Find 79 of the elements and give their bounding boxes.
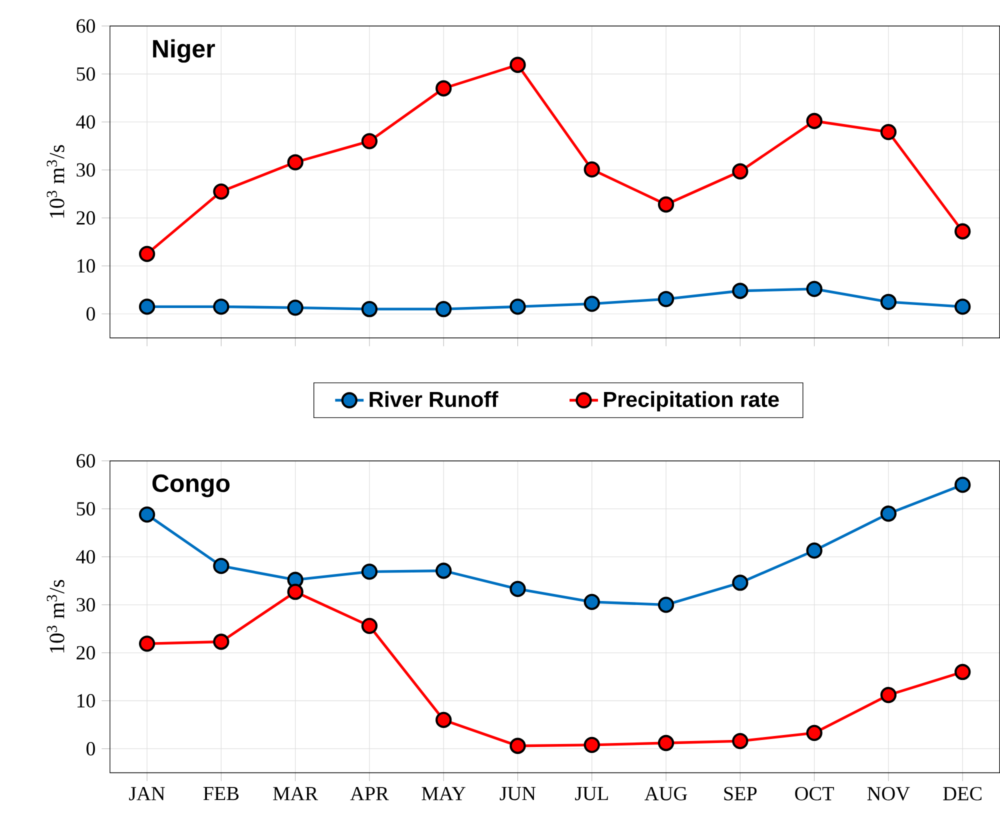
point — [880, 506, 897, 522]
point — [361, 133, 378, 150]
y-tick-label: 50 — [76, 502, 95, 516]
point — [584, 296, 600, 312]
point — [287, 300, 304, 316]
point — [287, 154, 304, 170]
y-axis-title: 10$^{3}$ m$^{3}$/s — [46, 145, 64, 218]
x-tick-label: DEC — [943, 787, 982, 801]
point — [510, 56, 526, 74]
point — [584, 594, 600, 610]
x-tick-label: MAR — [273, 787, 318, 800]
point — [732, 282, 748, 300]
y-tick-label: 30 — [76, 163, 95, 177]
point — [436, 301, 452, 318]
point — [658, 735, 674, 752]
point — [806, 724, 822, 742]
x-tick-label: SEP — [724, 787, 757, 801]
y-tick-label: 40 — [76, 115, 95, 129]
chart-title: Congo — [152, 474, 230, 498]
y-tick-label: 0 — [86, 742, 95, 756]
x-tick-label: OCT — [795, 787, 834, 801]
legend-label: River Runoff — [370, 391, 498, 408]
point — [954, 476, 971, 494]
chart-title: Niger — [153, 39, 215, 63]
point — [806, 542, 822, 559]
x-tick-label: APR — [350, 787, 389, 800]
x-tick-label: AUG — [644, 787, 688, 801]
x-tick-label: JUN — [500, 787, 536, 800]
y-axis-title: 10$^{3}$ m$^{3}$/s — [46, 580, 64, 653]
point — [138, 506, 156, 523]
point — [880, 124, 897, 140]
point — [806, 281, 822, 298]
point — [436, 80, 452, 97]
point — [954, 298, 971, 315]
point — [954, 664, 971, 680]
point — [880, 294, 897, 310]
y-tick-label: 40 — [76, 550, 95, 564]
point — [138, 246, 156, 262]
y-tick-label: 50 — [76, 67, 95, 81]
y-tick-label: 10 — [78, 259, 95, 273]
point — [510, 738, 526, 754]
y-tick-label: 60 — [76, 454, 95, 468]
y-tick-label: 20 — [76, 211, 95, 225]
point — [658, 291, 674, 308]
point — [436, 712, 452, 728]
y-tick-label: 30 — [76, 598, 95, 612]
point — [361, 564, 378, 580]
point — [732, 163, 748, 180]
point — [213, 298, 230, 315]
point — [510, 298, 526, 315]
y-tick-label: 20 — [76, 646, 95, 660]
point — [732, 574, 748, 591]
x-tick-label: JUL — [575, 787, 608, 800]
point — [361, 301, 378, 318]
y-tick-label: 0 — [86, 307, 95, 321]
x-tick-label: MAY — [422, 787, 466, 800]
point — [658, 596, 674, 614]
point — [510, 581, 526, 598]
point — [880, 687, 897, 704]
point — [584, 736, 600, 754]
point — [213, 184, 230, 200]
point — [213, 634, 230, 650]
y-tick-label: 60 — [76, 19, 95, 33]
point — [138, 636, 156, 652]
legend-label: Precipitation rate — [604, 391, 779, 412]
x-tick-label: FEB — [203, 787, 239, 800]
point — [806, 113, 822, 130]
x-tick-label: NOV — [867, 787, 910, 801]
point — [361, 618, 378, 634]
x-tick-label: JAN — [129, 787, 165, 800]
point — [954, 223, 971, 240]
point — [213, 558, 230, 574]
point — [658, 196, 674, 213]
y-tick-label: 10 — [78, 694, 95, 708]
point — [732, 733, 748, 750]
point — [584, 162, 600, 178]
point — [287, 584, 304, 600]
point — [436, 562, 452, 579]
point — [138, 298, 156, 315]
